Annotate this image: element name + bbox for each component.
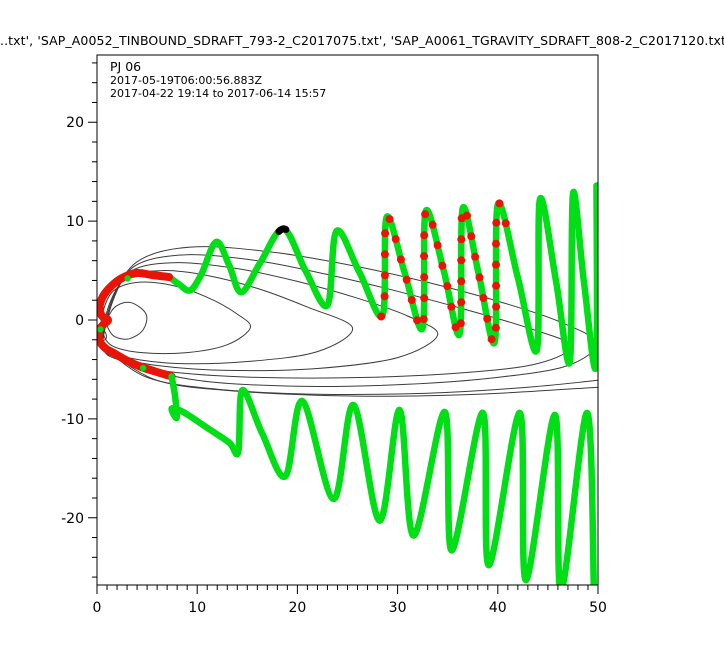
red-dot	[420, 273, 429, 282]
y-tick-label: -10	[61, 412, 84, 428]
red-dot	[492, 281, 501, 290]
annotation-timerange: 2017-04-22 19:14 to 2017-06-14 15:57	[110, 87, 327, 100]
red-dot	[413, 316, 422, 325]
contour-loop	[106, 301, 148, 340]
contour-open-line	[104, 347, 598, 397]
red-dot	[385, 215, 394, 224]
red-dot	[495, 199, 504, 208]
red-dot	[492, 218, 501, 227]
data-layer	[97, 182, 598, 585]
green-gap-dot	[139, 364, 147, 372]
x-tick-label: 50	[589, 600, 607, 616]
trajectory-lower-green	[168, 373, 598, 585]
red-dot	[380, 250, 389, 259]
red-dot	[457, 298, 466, 307]
red-dot	[433, 241, 442, 250]
x-tick-label: 20	[288, 600, 306, 616]
black-time-mark	[275, 225, 290, 235]
red-dot	[463, 211, 471, 220]
red-dot	[491, 323, 500, 332]
red-dot	[443, 282, 452, 291]
red-dot	[381, 229, 390, 238]
red-dot	[402, 275, 411, 284]
red-dot	[457, 277, 466, 286]
red-dot	[420, 231, 429, 240]
contour-loop	[102, 254, 572, 379]
green-gap-dot	[97, 326, 104, 333]
figure-title: ..txt', 'SAP_A0052_TINBOUND_SDRAFT_793-2…	[0, 33, 724, 48]
red-dot	[421, 210, 430, 219]
red-dot	[377, 312, 386, 321]
x-tick-label: 40	[489, 600, 507, 616]
green-gap-dot	[124, 275, 131, 282]
red-dot	[396, 255, 405, 264]
red-dot	[471, 252, 480, 261]
red-dot	[492, 260, 500, 269]
axis-tick-labels: 0 10 20 30 40 50 -20 -10 0 10 20	[61, 115, 607, 616]
red-dot	[380, 271, 389, 280]
y-tick-label: 20	[66, 115, 84, 131]
x-tick-label: 0	[93, 600, 102, 616]
contour-loop	[100, 281, 252, 355]
plot-annotation: PJ 06 2017-05-19T06:00:56.883Z 2017-04-2…	[110, 60, 326, 101]
red-dot	[420, 252, 429, 261]
red-dot	[479, 294, 488, 302]
red-dot	[391, 235, 400, 244]
red-dot	[501, 219, 510, 228]
y-tick-label: 0	[75, 313, 84, 329]
red-dot	[428, 220, 437, 229]
red-dot	[492, 302, 501, 311]
y-tick-label: -20	[61, 511, 84, 527]
red-dot	[419, 315, 428, 324]
annotation-perijove-label: PJ 06	[110, 59, 142, 74]
red-dot	[483, 314, 492, 323]
red-dot	[457, 235, 466, 244]
red-dot	[447, 302, 456, 311]
x-tick-label: 30	[389, 600, 407, 616]
contour-loop	[102, 246, 597, 387]
y-tick-label: 10	[66, 214, 84, 230]
contour-open-line	[103, 346, 598, 395]
axis-ticks	[88, 62, 599, 594]
x-tick-label: 10	[188, 600, 206, 616]
red-dot	[492, 239, 500, 248]
red-dot	[457, 256, 466, 265]
red-dot	[438, 261, 447, 270]
red-dot	[420, 294, 429, 303]
red-dot	[467, 232, 476, 241]
annotation-timestamp: 2017-05-19T06:00:56.883Z	[110, 73, 263, 87]
red-dot	[407, 296, 416, 304]
red-dot	[475, 273, 484, 282]
red-dot	[380, 292, 389, 301]
perijove-green-gaps	[97, 275, 147, 372]
red-dot	[456, 319, 465, 328]
red-measurement-dots	[377, 199, 510, 344]
red-dot	[487, 335, 496, 344]
trajectory-perijove-red	[97, 268, 176, 381]
